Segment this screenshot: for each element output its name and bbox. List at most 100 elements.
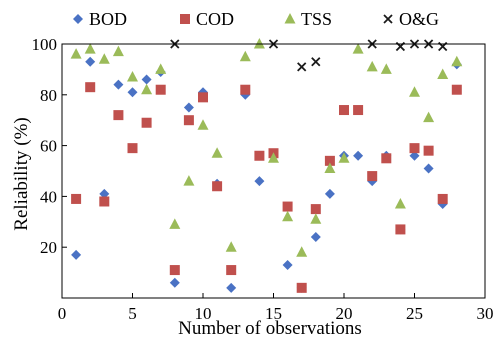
point-tss	[423, 111, 435, 123]
point-bod	[353, 150, 364, 161]
point-tss	[394, 198, 406, 209]
y-tick-label: 20	[40, 238, 57, 257]
point-cod	[198, 92, 208, 103]
point-tss	[197, 119, 209, 130]
point-tss	[253, 38, 265, 49]
point-cod	[212, 181, 223, 192]
legend-marker-cod	[180, 14, 190, 24]
point-tss	[141, 83, 153, 95]
point-cod	[310, 204, 321, 215]
point-cod	[409, 143, 420, 154]
point-tss	[437, 68, 449, 79]
x-axis-label: Number of observations	[178, 318, 362, 339]
x-tick-label: 25	[406, 304, 423, 323]
y-tick-label: 80	[40, 86, 57, 105]
point-cod	[423, 145, 434, 156]
x-tick-label: 20	[336, 304, 353, 323]
point-tss	[366, 60, 378, 72]
point-bod	[310, 232, 321, 243]
point-tss	[268, 152, 279, 163]
point-tss	[225, 241, 237, 252]
series-cod	[71, 82, 462, 293]
point-bod	[423, 163, 434, 174]
point-cod	[113, 110, 124, 121]
legend-label-cod: COD	[196, 9, 234, 29]
point-cod	[141, 117, 152, 128]
point-o-g	[297, 62, 307, 72]
point-tss	[183, 175, 195, 186]
legend-marker-o-g	[383, 14, 393, 24]
point-bod	[226, 282, 237, 293]
point-tss	[169, 218, 181, 229]
point-cod	[183, 115, 194, 126]
point-tss	[112, 45, 124, 57]
point-cod	[367, 171, 378, 182]
x-tick-label: 30	[477, 304, 494, 323]
point-cod	[395, 224, 406, 235]
point-bod	[324, 188, 335, 199]
point-cod	[254, 150, 265, 161]
y-tick-label: 40	[40, 187, 57, 206]
point-cod	[99, 196, 110, 207]
point-tss	[338, 152, 350, 163]
point-tss	[84, 43, 96, 54]
point-tss	[324, 162, 336, 173]
axes: 0 5 10 15 20 25 30 20 40 60 80 100	[32, 35, 494, 323]
point-bod	[85, 56, 96, 67]
point-cod	[155, 84, 166, 95]
point-cod	[71, 193, 82, 204]
point-cod	[324, 155, 335, 166]
point-cod	[282, 201, 293, 212]
plot-frame	[61, 43, 486, 299]
legend: BOD COD TSS O&G	[73, 9, 439, 29]
point-cod	[240, 84, 251, 95]
point-bod	[71, 249, 82, 260]
point-cod	[353, 105, 364, 116]
point-cod	[339, 105, 349, 116]
x-stroke	[311, 57, 321, 67]
x-tick-label: 0	[58, 304, 67, 323]
point-cod	[296, 282, 307, 293]
y-axis-label: Reliability (%)	[11, 117, 32, 230]
point-cod	[226, 265, 237, 276]
point-tss	[98, 53, 110, 64]
point-tss	[239, 50, 251, 62]
series-bod	[71, 56, 462, 293]
point-cod	[451, 84, 462, 95]
series-o-g	[170, 39, 448, 72]
legend-label-o-g: O&G	[399, 9, 439, 29]
y-tick-label: 60	[40, 137, 57, 156]
point-cod	[127, 143, 138, 154]
point-tss	[296, 246, 308, 257]
point-tss	[310, 213, 322, 224]
point-bod	[282, 259, 293, 270]
point-tss	[155, 63, 167, 74]
point-bod	[409, 150, 420, 161]
x-tick-label: 15	[265, 304, 282, 323]
point-cod	[169, 265, 180, 276]
point-tss	[352, 43, 364, 54]
x-tick-label: 5	[128, 304, 137, 323]
x-stroke	[383, 14, 393, 24]
x-tick-label: 10	[195, 304, 212, 323]
legend-marker-bod	[73, 14, 83, 24]
point-bod	[113, 79, 124, 90]
x-stroke	[297, 62, 307, 72]
point-tss	[409, 86, 420, 97]
legend-marker-tss	[284, 13, 296, 24]
series-tss	[70, 38, 463, 257]
point-cod	[381, 153, 392, 164]
point-bod	[141, 74, 152, 85]
point-tss	[211, 147, 223, 158]
point-bod	[183, 102, 194, 113]
legend-label-tss: TSS	[301, 9, 332, 29]
point-bod	[99, 188, 110, 199]
point-tss	[451, 55, 463, 67]
point-bod	[127, 87, 138, 98]
point-tss	[380, 63, 392, 74]
point-bod	[254, 176, 265, 187]
point-o-g	[311, 57, 321, 67]
point-bod	[169, 277, 180, 288]
